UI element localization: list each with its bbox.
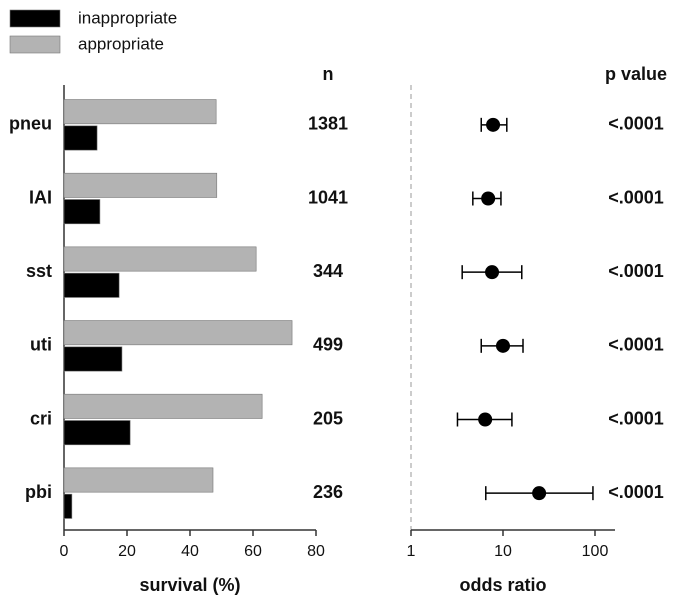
y-tick-label: pneu	[9, 114, 52, 134]
p-value: <.0001	[608, 187, 664, 207]
x-tick-label: 10	[494, 543, 512, 560]
point	[478, 412, 493, 427]
point	[481, 191, 496, 206]
legend-swatch	[9, 9, 61, 28]
x-axis-title: survival (%)	[139, 575, 240, 595]
bar	[63, 125, 98, 151]
n-value: 344	[313, 261, 343, 281]
point	[495, 338, 510, 353]
bar	[63, 320, 293, 346]
x-tick-label: 40	[181, 543, 199, 560]
n-value: 499	[313, 335, 343, 355]
p-value: <.0001	[608, 335, 664, 355]
bar	[63, 467, 214, 493]
y-tick-label: uti	[30, 335, 52, 355]
p-value: <.0001	[608, 261, 664, 281]
bar	[63, 199, 101, 225]
y-tick-label: sst	[26, 261, 52, 281]
y-tick-label: IAI	[29, 187, 52, 207]
n-value: 205	[313, 408, 343, 428]
bar	[63, 420, 131, 446]
x-tick-label: 80	[307, 543, 325, 560]
p-value: <.0001	[608, 408, 664, 428]
legend-label: inappropriate	[78, 8, 177, 27]
n-value: 236	[313, 482, 343, 502]
x-tick-label: 60	[244, 543, 262, 560]
y-tick-label: pbi	[25, 482, 52, 502]
column-header: n	[323, 64, 334, 84]
p-value: <.0001	[608, 114, 664, 134]
bar	[63, 272, 120, 298]
x-tick-label: 0	[60, 543, 69, 560]
point	[486, 117, 501, 132]
x-tick-label: 20	[118, 543, 136, 560]
bar	[63, 493, 73, 519]
p-value: <.0001	[608, 482, 664, 502]
y-tick-label: cri	[30, 408, 52, 428]
n-value: 1381	[308, 114, 348, 134]
n-value: 1041	[308, 187, 348, 207]
point	[532, 486, 547, 501]
x-tick-label: 1	[407, 543, 416, 560]
legend-label: appropriate	[78, 34, 164, 53]
x-tick-label: 100	[582, 543, 609, 560]
point	[485, 265, 500, 280]
bar	[63, 393, 263, 419]
column-header: p value	[605, 64, 667, 84]
x-axis-title: odds ratio	[459, 575, 546, 595]
bar	[63, 172, 218, 198]
bar	[63, 246, 257, 272]
bar	[63, 346, 123, 372]
legend-swatch	[9, 35, 61, 54]
bar	[63, 99, 217, 125]
